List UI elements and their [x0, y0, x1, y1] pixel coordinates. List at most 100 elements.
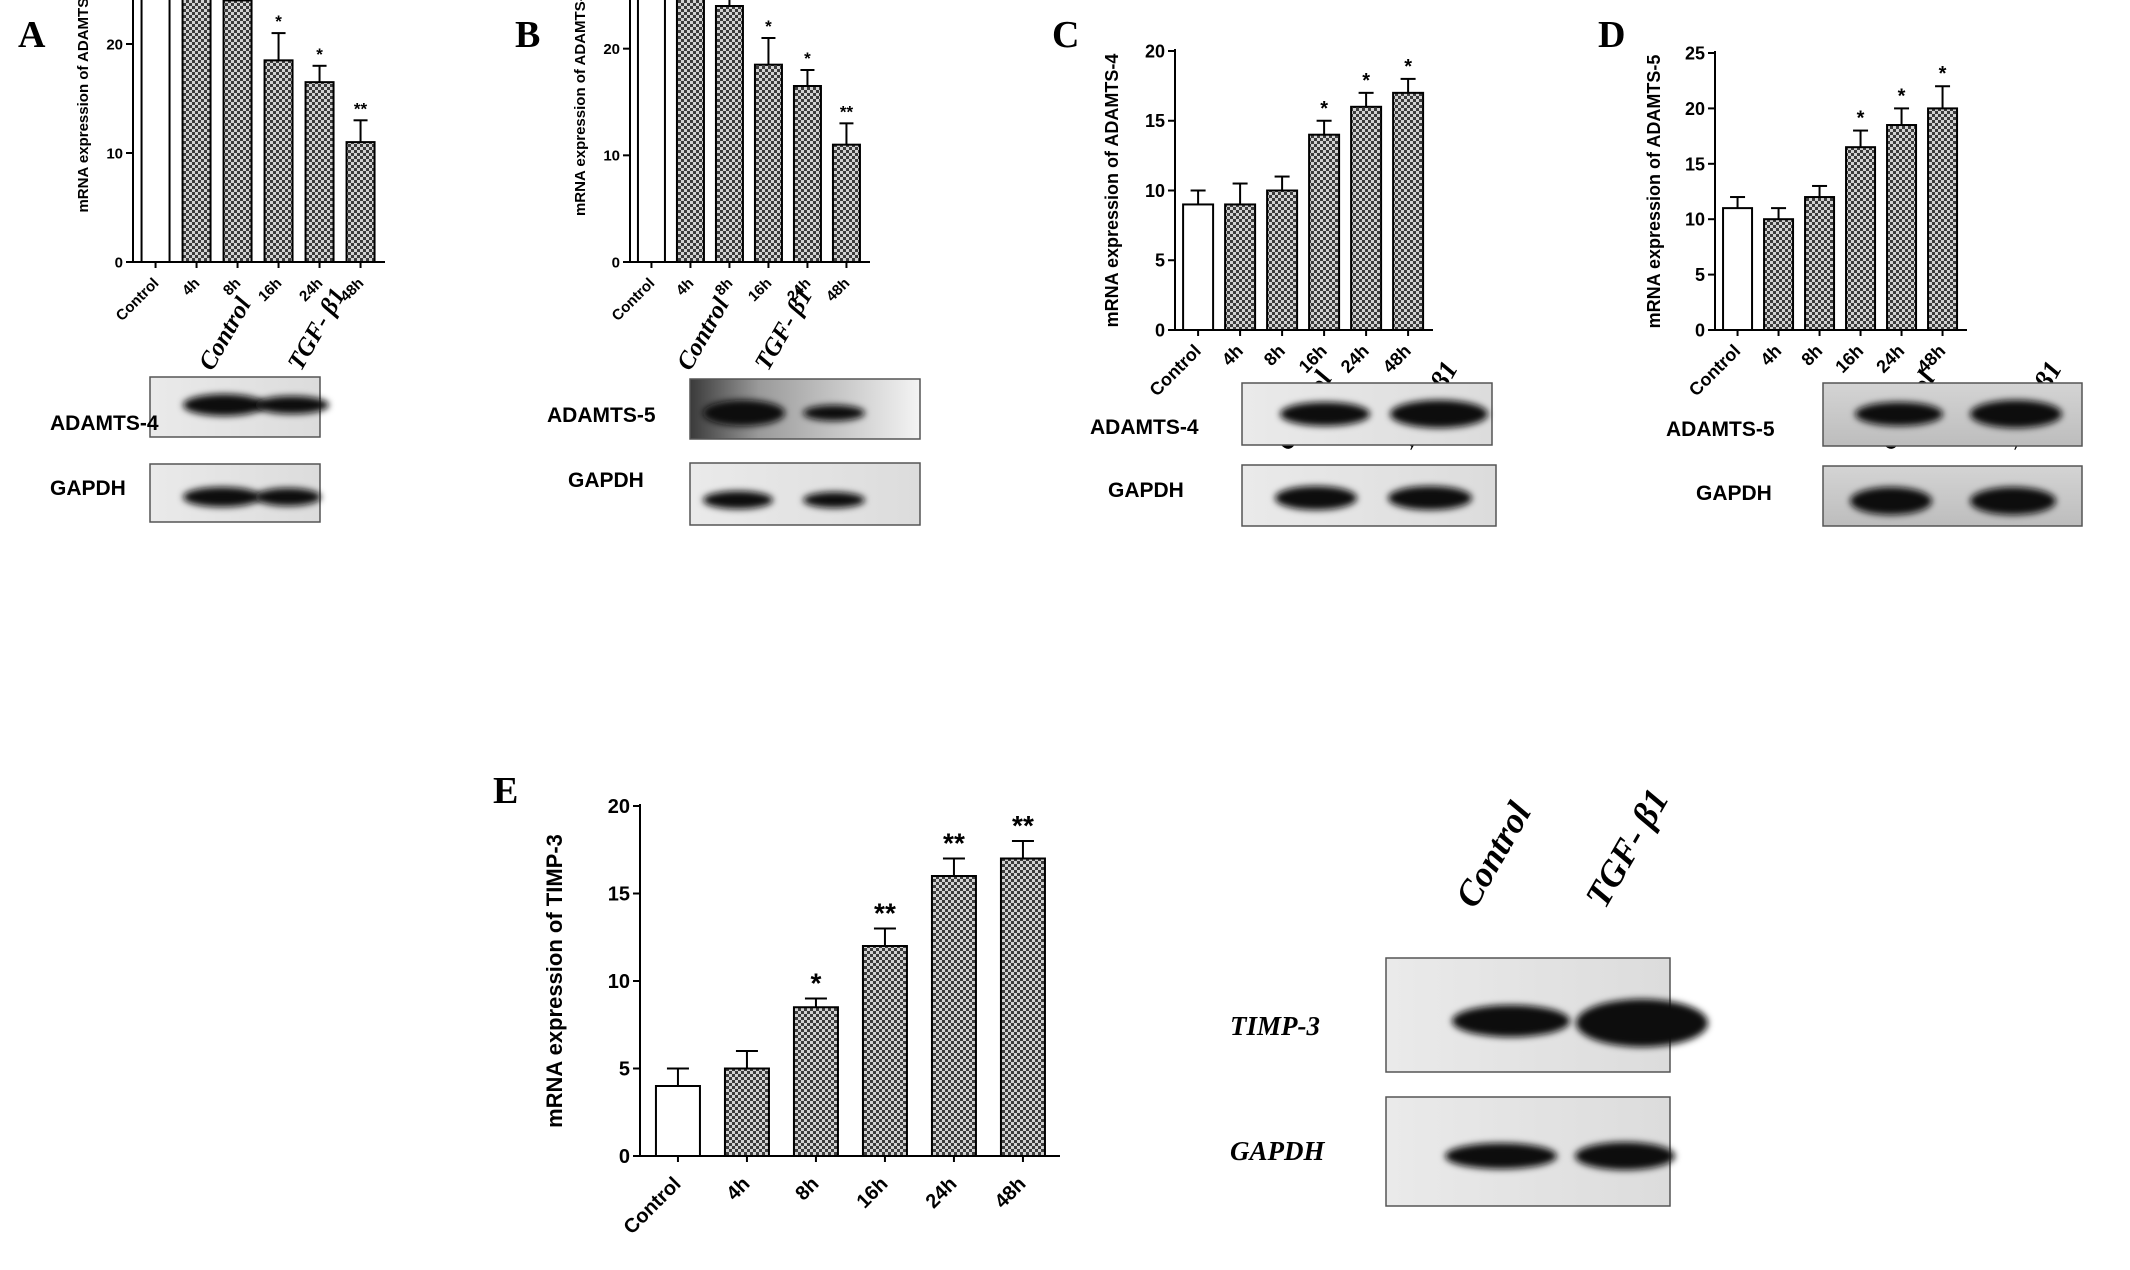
chart-e-x-tick-label: 8h	[791, 1173, 823, 1205]
chart-e-x-tick-label: Control	[620, 1173, 686, 1239]
chart-c-y-axis-label: mRNA expression of ADAMTS-4	[1102, 54, 1122, 328]
chart-e-y-tick-label: 10	[608, 971, 630, 993]
chart-e-x-tick-label: 4h	[722, 1173, 754, 1205]
chart-a-bar-24h	[304, 81, 335, 264]
chart-c-blot-row-label: GAPDH	[1108, 479, 1184, 502]
chart-d-blot-band	[1970, 487, 2056, 515]
chart-b-significance: *	[804, 49, 811, 68]
chart-c-panel-letter: C	[1052, 14, 1079, 56]
chart-d-x-tick-label: Control	[1685, 341, 1744, 400]
chart-e-y-axis-label: mRNA expression of TIMP-3	[542, 834, 567, 1128]
chart-a-y-tick-label: 20	[106, 36, 123, 53]
chart-e-blot-band	[1576, 999, 1708, 1047]
chart-a-significance: *	[316, 45, 323, 64]
chart-a-bar-4h	[181, 0, 212, 263]
chart-e-bar-control	[654, 1085, 701, 1157]
chart-a-bar-8h	[222, 0, 253, 264]
chart-b-x-tick-label: Control	[609, 275, 659, 325]
chart-e-bar-24h	[930, 875, 977, 1157]
chart-d-bar-8h	[1804, 196, 1836, 331]
chart-a-significance: *	[275, 12, 282, 31]
chart-d-significance: *	[1898, 85, 1906, 107]
chart-a-x-tick-label: Control	[113, 275, 163, 325]
chart-a-bar-48h	[345, 141, 376, 264]
chart-d-x-tick-label: 24h	[1872, 341, 1908, 377]
chart-d-y-tick-label: 15	[1685, 154, 1705, 174]
chart-d-x-tick-label: 8h	[1797, 341, 1826, 370]
chart-b-y-axis-label: mRNA expression of ADAMTS-5	[572, 0, 589, 216]
chart-d-y-tick-label: 25	[1685, 43, 1705, 63]
chart-b-x-tick-label: 16h	[745, 275, 775, 305]
chart-a-bar-16h	[263, 59, 294, 263]
chart-a-x-tick-label: 4h	[179, 275, 203, 299]
chart-d-y-tick-label: 5	[1695, 265, 1705, 285]
chart-c-significance: *	[1404, 56, 1412, 78]
chart-e-blot-band	[1575, 1142, 1675, 1170]
chart-b-bar-48h	[831, 143, 861, 264]
chart-e-blot-lane-label: TGF- β1	[1577, 782, 1676, 914]
chart-b-blot-row-label: GAPDH	[568, 469, 644, 492]
chart-c-y-tick-label: 10	[1145, 181, 1165, 201]
chart-e-significance: **	[1012, 810, 1034, 841]
chart-b-y-tick-label: 20	[603, 41, 620, 58]
chart-e-y-tick-label: 20	[608, 796, 630, 818]
chart-d-blot-row-label: ADAMTS-5	[1666, 418, 1775, 441]
chart-b-blot-band	[703, 400, 785, 426]
chart-b-significance: *	[765, 17, 772, 36]
chart-c-bar-8h	[1266, 189, 1299, 331]
chart-d-x-tick-label: 16h	[1831, 341, 1867, 377]
chart-c-y-tick-label: 0	[1155, 320, 1165, 340]
chart-e-bar-4h	[723, 1067, 770, 1157]
chart-e-blot-row-label: GAPDH	[1230, 1136, 1325, 1166]
chart-d-blot-band	[1970, 400, 2062, 428]
chart-e-x-tick-label: 16h	[853, 1173, 893, 1213]
chart-c-y-tick-label: 5	[1155, 251, 1165, 271]
chart-a-blot-band	[183, 394, 265, 416]
chart-c-blot-band	[1280, 402, 1370, 426]
chart-d-panel-letter: D	[1598, 14, 1625, 56]
chart-d-bar-4h	[1763, 218, 1795, 331]
chart-e-blot-band	[1445, 1143, 1557, 1169]
chart-b-bar-4h	[675, 0, 705, 263]
chart-b-blot-band	[803, 492, 865, 508]
chart-b-significance: **	[840, 102, 854, 121]
chart-d-blot-band	[1855, 402, 1943, 426]
chart-e-x-tick-label: 24h	[922, 1173, 962, 1213]
chart-c-bar-24h	[1350, 105, 1383, 331]
chart-e-panel-letter: E	[493, 770, 518, 812]
chart-d-blot-band	[1850, 487, 1932, 515]
chart-e-significance: **	[943, 828, 965, 859]
chart-c-significance: *	[1362, 70, 1370, 92]
chart-c-bar-16h	[1308, 133, 1341, 331]
chart-e-blot-band	[1452, 1005, 1570, 1037]
chart-c-significance: *	[1320, 98, 1328, 120]
chart-b-y-tick-label: 10	[603, 148, 620, 165]
chart-b-bar-8h	[714, 5, 744, 263]
chart-b-blot-band	[803, 405, 865, 421]
chart-b-x-tick-label: 4h	[673, 275, 697, 299]
chart-c-x-tick-label: 8h	[1260, 341, 1289, 370]
chart-a-x-tick-label: 16h	[255, 275, 285, 305]
chart-b-x-tick-label: 48h	[823, 275, 853, 305]
chart-a-blot-lane-label: Control	[194, 293, 257, 375]
chart-c-bar-4h	[1224, 203, 1257, 331]
chart-c-bar-48h	[1392, 91, 1425, 331]
chart-e-significance: *	[810, 968, 821, 999]
chart-a-blot-row-label: ADAMTS-4	[50, 412, 159, 435]
chart-a-blot-band	[255, 488, 321, 506]
chart-d-y-tick-label: 20	[1685, 99, 1705, 119]
chart-d-significance: *	[1857, 108, 1865, 130]
chart-e-blot-row-label: TIMP-3	[1230, 1011, 1320, 1041]
chart-c-y-tick-label: 20	[1145, 41, 1165, 61]
chart-e-significance: **	[874, 898, 896, 929]
chart-d-bar-16h	[1845, 146, 1877, 331]
chart-d-bar-24h	[1886, 124, 1918, 331]
chart-b-blot-band	[703, 491, 773, 509]
chart-a-panel-letter: A	[18, 14, 46, 56]
chart-c-x-tick-label: Control	[1146, 341, 1205, 400]
chart-a-blot-lane-label: TGF- β1	[283, 284, 351, 375]
chart-b-y-tick-label: 0	[612, 254, 620, 271]
chart-a-significance: **	[354, 99, 368, 118]
chart-c-y-tick-label: 15	[1145, 111, 1165, 131]
chart-b-panel-letter: B	[515, 14, 540, 56]
